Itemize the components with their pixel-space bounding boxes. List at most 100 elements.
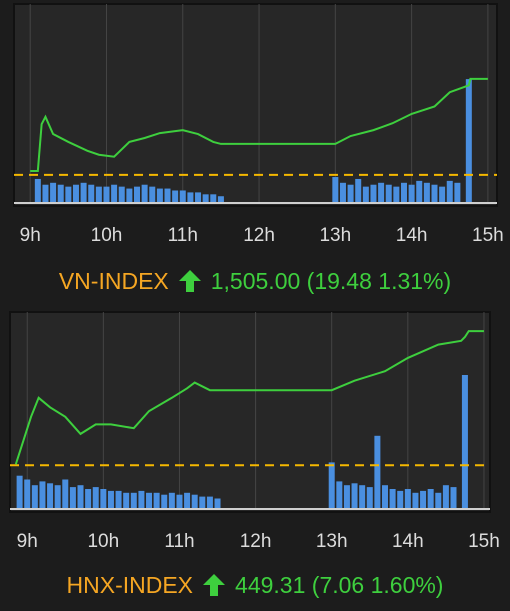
volume-bar bbox=[343, 485, 350, 508]
volume-bar bbox=[88, 184, 95, 202]
index-name: VN-INDEX bbox=[58, 267, 169, 294]
volume-bar bbox=[77, 485, 84, 508]
volume-bar bbox=[187, 192, 194, 202]
volume-bar bbox=[31, 485, 38, 508]
volume-bar bbox=[153, 492, 160, 508]
x-tick-label: 15h bbox=[472, 225, 504, 246]
volume-bar bbox=[355, 178, 362, 202]
index-line bbox=[14, 330, 484, 465]
volume-bar bbox=[328, 462, 335, 508]
volume-bar bbox=[210, 194, 217, 202]
volume-bar bbox=[339, 182, 346, 202]
volume-bar bbox=[100, 489, 107, 508]
index-name: HNX-INDEX bbox=[66, 571, 194, 598]
volume-bar bbox=[47, 483, 54, 508]
volume-bar bbox=[389, 489, 396, 508]
vn-chart: 9h 10h 11h 12h 13h 14h 15h bbox=[13, 3, 504, 246]
volume-bar bbox=[446, 180, 453, 202]
x-tick-label: 9h bbox=[17, 531, 38, 552]
volume-bar bbox=[57, 184, 64, 202]
x-tick-label: 9h bbox=[20, 225, 41, 246]
x-tick-label: 13h bbox=[316, 531, 348, 552]
plot-area bbox=[9, 311, 491, 513]
volume-bar bbox=[111, 184, 118, 202]
volume-bar bbox=[359, 485, 366, 508]
volume-bar bbox=[168, 492, 175, 508]
volume-bar bbox=[141, 184, 148, 202]
volume-bar bbox=[184, 492, 191, 508]
volume-bar bbox=[202, 194, 209, 202]
volume-bar bbox=[370, 184, 377, 202]
x-tick-label: 10h bbox=[87, 531, 119, 552]
volume-bar bbox=[134, 186, 140, 202]
volume-bar bbox=[454, 182, 461, 202]
index-change: (19.48 1.31%) bbox=[306, 267, 452, 294]
volume-bar bbox=[416, 180, 423, 202]
x-tick-label: 13h bbox=[319, 225, 351, 246]
volume-bar bbox=[54, 485, 61, 508]
index-value: 449.31 bbox=[235, 571, 306, 598]
volume-bar bbox=[42, 184, 49, 202]
volume-bar bbox=[146, 492, 153, 508]
volume-bar bbox=[172, 190, 179, 202]
volume-bar bbox=[206, 496, 213, 508]
plot-area bbox=[13, 3, 498, 207]
volume-bar bbox=[69, 487, 76, 508]
index-line bbox=[30, 77, 488, 172]
volume-bar bbox=[412, 492, 419, 508]
volume-bar bbox=[393, 186, 400, 202]
volume-bar bbox=[115, 490, 122, 508]
volume-bar bbox=[85, 489, 92, 508]
x-tick-label: 14h bbox=[392, 531, 424, 552]
volume-bar bbox=[362, 186, 369, 202]
up-arrow bbox=[203, 574, 226, 596]
volume-bar bbox=[423, 182, 430, 202]
volume-bar bbox=[351, 483, 358, 508]
index-value: 1,505.00 bbox=[210, 267, 301, 294]
volume-bar bbox=[176, 494, 183, 508]
volume-bar bbox=[332, 177, 339, 202]
volume-bar bbox=[465, 79, 472, 202]
volume-bar bbox=[126, 188, 133, 202]
volume-bar bbox=[435, 492, 442, 508]
volume-bar bbox=[336, 481, 343, 508]
volume-bar bbox=[156, 188, 163, 202]
volume-bar bbox=[65, 186, 72, 202]
x-tick-label: 12h bbox=[240, 531, 272, 552]
volume-bar bbox=[450, 487, 457, 508]
x-tick-label: 11h bbox=[164, 531, 194, 552]
volume-bar bbox=[366, 487, 373, 508]
index-change: (7.06 1.60%) bbox=[311, 571, 444, 598]
x-tick-label: 10h bbox=[91, 225, 123, 246]
volume-bar bbox=[431, 184, 438, 202]
volume-bar bbox=[80, 182, 87, 202]
hnx-chart: 9h 10h 11h 12h 13h 14h 15h bbox=[9, 311, 500, 552]
volume-bar bbox=[461, 375, 468, 508]
volume-bar bbox=[195, 192, 202, 202]
volume-bar bbox=[381, 485, 388, 508]
volume-bar bbox=[217, 196, 224, 202]
volume-bar bbox=[107, 490, 114, 508]
volume-bar bbox=[442, 485, 449, 508]
up-arrow bbox=[178, 270, 201, 292]
volume-bar bbox=[95, 186, 102, 202]
x-tick-label: 11h bbox=[168, 225, 198, 246]
volume-bar bbox=[404, 489, 411, 508]
volume-bar bbox=[420, 490, 427, 508]
volume-bar bbox=[347, 184, 354, 202]
volume-bar bbox=[385, 184, 392, 202]
x-tick-label: 15h bbox=[468, 531, 500, 552]
volume-bar bbox=[92, 487, 99, 508]
volume-bar bbox=[397, 490, 404, 508]
volume-bar bbox=[34, 178, 41, 202]
volume-bar bbox=[374, 435, 381, 508]
volume-bar bbox=[24, 479, 31, 508]
volume-bar bbox=[191, 494, 198, 508]
volume-bar bbox=[123, 492, 130, 508]
volume-bar bbox=[179, 190, 186, 202]
volume-bar bbox=[164, 188, 171, 202]
volume-bar bbox=[408, 184, 415, 202]
volume-bar bbox=[39, 481, 46, 508]
volume-bar bbox=[199, 496, 206, 508]
